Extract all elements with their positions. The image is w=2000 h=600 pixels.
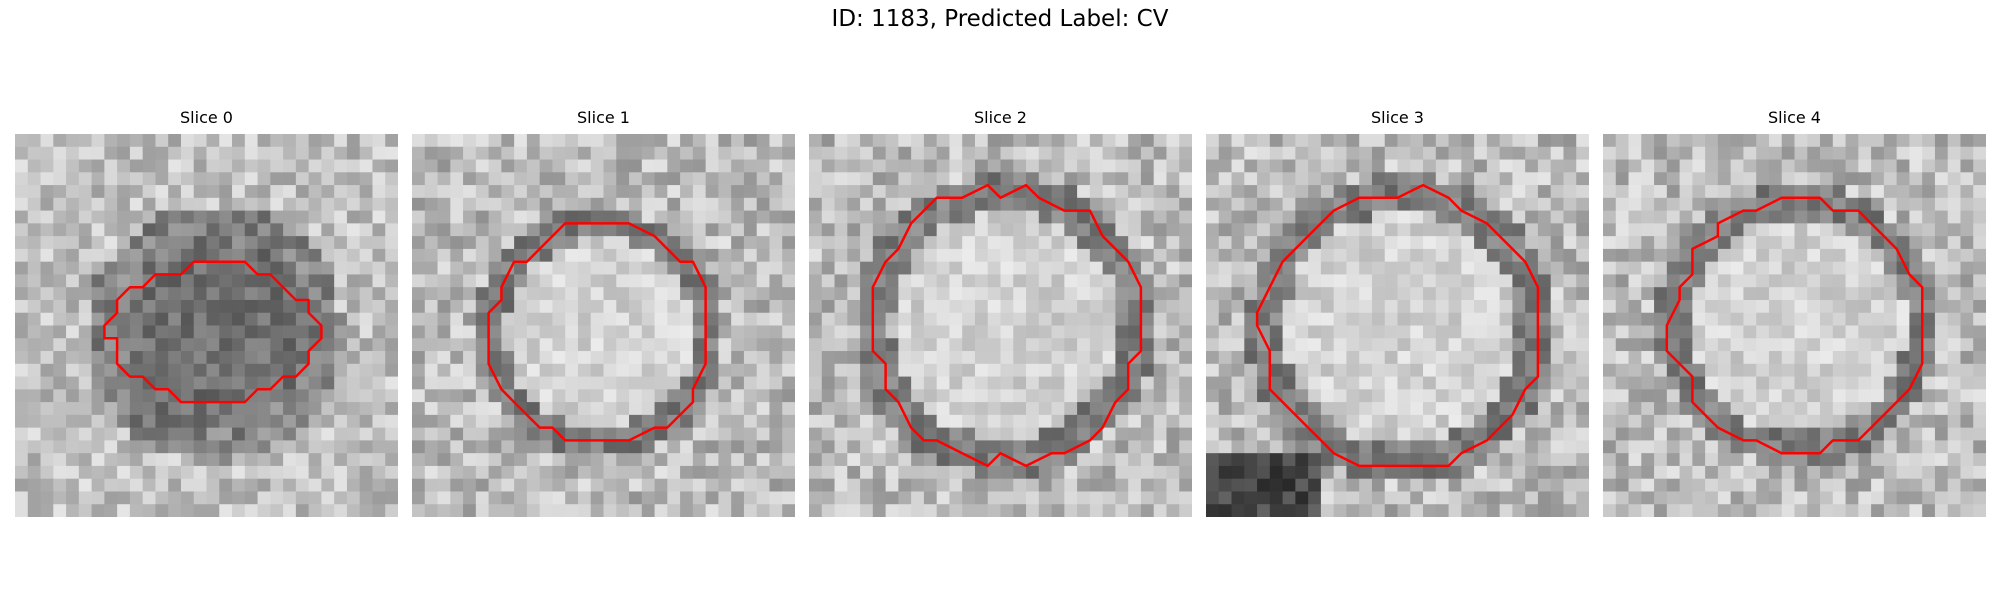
pixel-grid	[1603, 134, 1986, 517]
figure-title: ID: 1183, Predicted Label: CV	[831, 6, 1169, 32]
segmentation-outline	[1255, 183, 1540, 468]
slice-title: Slice 0	[180, 108, 233, 127]
pixel-grid	[1206, 134, 1589, 517]
pixel-grid	[809, 134, 1192, 517]
segmentation-outline	[487, 222, 707, 442]
pixel-grid	[15, 134, 398, 517]
slice-title: Slice 3	[1371, 108, 1424, 127]
slice-title: Slice 1	[577, 108, 630, 127]
slice-panel: Slice 0	[15, 108, 398, 520]
segmentation-outline	[103, 260, 323, 404]
slice-panel: Slice 1	[412, 108, 795, 520]
slice-image	[809, 134, 1192, 517]
slice-title: Slice 2	[974, 108, 1027, 127]
pixel-grid	[412, 134, 795, 517]
segmentation-outline	[1665, 196, 1924, 455]
slice-panel: Slice 3	[1206, 108, 1589, 520]
slice-image	[15, 134, 398, 517]
slice-image	[1206, 134, 1589, 517]
slice-panel: Slice 2	[809, 108, 1192, 520]
slice-image	[412, 134, 795, 517]
segmentation-outline	[871, 183, 1143, 468]
slice-image	[1603, 134, 1986, 517]
slice-panel: Slice 4	[1603, 108, 1986, 520]
slice-title: Slice 4	[1768, 108, 1821, 127]
